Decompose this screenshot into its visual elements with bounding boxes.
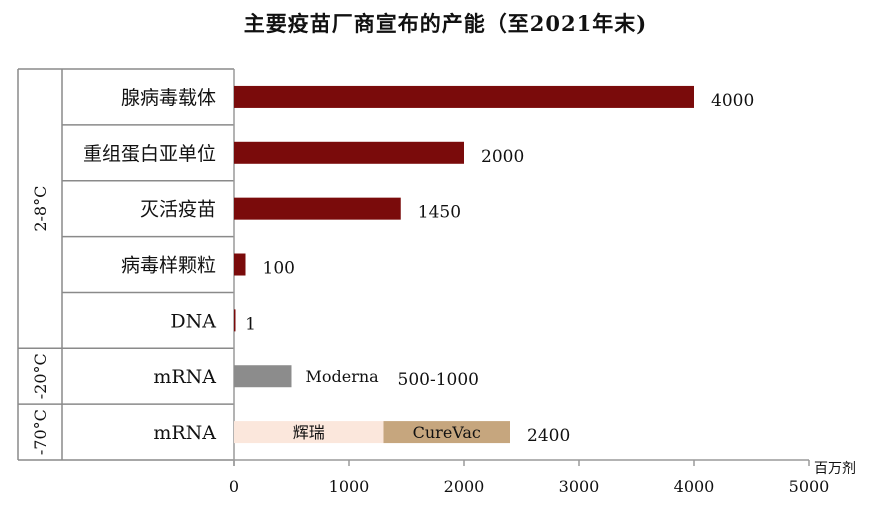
chart-title: 主要疫苗厂商宣布的产能（至2021年末) — [243, 11, 648, 36]
bar — [234, 141, 464, 164]
bar — [234, 309, 236, 332]
group-label-2: -70°C — [31, 409, 50, 455]
group-label-1: -20°C — [31, 353, 50, 399]
x-tick-label: 4000 — [674, 477, 715, 496]
data-label: 2000 — [481, 147, 524, 167]
x-tick-label: 2000 — [444, 477, 485, 496]
category-label: mRNA — [153, 366, 216, 388]
category-label: 腺病毒载体 — [121, 87, 216, 109]
group-label-0: 2-8°C — [31, 186, 50, 232]
data-label: 500-1000 — [398, 370, 479, 390]
category-label: mRNA — [153, 422, 216, 444]
segment-label: 辉瑞 — [293, 423, 325, 442]
x-tick-label: 1000 — [329, 477, 370, 496]
data-label: 4000 — [711, 91, 754, 111]
x-tick-label: 3000 — [559, 477, 600, 496]
category-label: 病毒样颗粒 — [121, 255, 216, 277]
data-label: 2400 — [527, 426, 570, 446]
x-tick-label: 0 — [229, 477, 239, 496]
bar — [234, 365, 292, 388]
segment-label: Moderna — [306, 367, 380, 386]
bar — [234, 85, 694, 108]
bar — [234, 421, 384, 444]
bar — [383, 421, 510, 444]
segment-label: CureVac — [413, 423, 481, 442]
category-label: DNA — [170, 310, 216, 332]
bar — [234, 253, 246, 276]
category-label: 灭活疫苗 — [140, 199, 216, 221]
x-tick-label: 5000 — [789, 477, 830, 496]
unit-label: 百万剂 — [814, 461, 856, 477]
category-label: 重组蛋白亚单位 — [83, 143, 216, 165]
data-label: 100 — [263, 259, 295, 279]
data-label: 1 — [245, 314, 256, 334]
data-label: 1450 — [418, 203, 461, 223]
bar — [234, 197, 401, 220]
